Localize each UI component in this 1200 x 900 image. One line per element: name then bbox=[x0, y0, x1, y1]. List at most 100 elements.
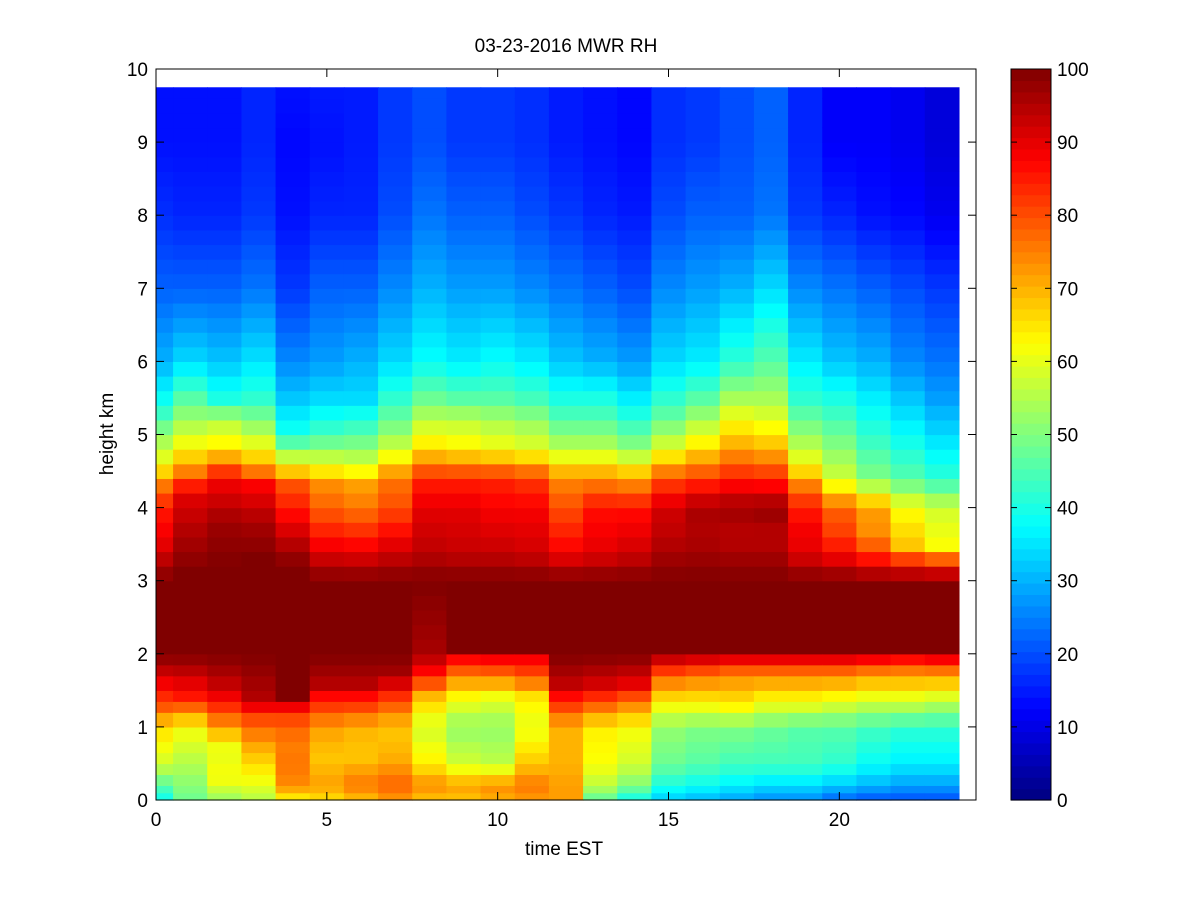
heatmap-cell bbox=[719, 215, 755, 231]
heatmap-cell bbox=[856, 551, 892, 567]
heatmap-cell bbox=[309, 317, 345, 333]
heatmap-cell bbox=[309, 244, 345, 260]
heatmap-cell bbox=[856, 690, 892, 702]
heatmap-cell bbox=[719, 492, 755, 509]
heatmap-cell bbox=[156, 127, 174, 143]
heatmap-cell bbox=[275, 302, 311, 319]
heatmap-cell bbox=[856, 346, 892, 362]
heatmap-cell bbox=[924, 390, 960, 406]
heatmap-cell bbox=[275, 112, 311, 129]
colorbar-segment bbox=[1011, 708, 1051, 721]
heatmap-cell bbox=[480, 752, 516, 765]
heatmap-cell bbox=[173, 478, 208, 494]
heatmap-cell bbox=[309, 449, 345, 465]
heatmap-cell bbox=[583, 142, 618, 158]
heatmap-cell bbox=[856, 741, 892, 754]
heatmap-cell bbox=[241, 419, 277, 436]
heatmap-cell bbox=[207, 229, 243, 246]
heatmap-cell bbox=[890, 664, 926, 677]
heatmap-cell bbox=[207, 664, 243, 677]
heatmap-cell bbox=[480, 361, 516, 377]
heatmap-cell bbox=[514, 595, 550, 611]
heatmap-cell bbox=[583, 434, 618, 450]
heatmap-cell bbox=[514, 675, 550, 691]
colorbar-segment bbox=[1011, 263, 1051, 276]
heatmap-cell bbox=[753, 200, 789, 216]
heatmap-cell bbox=[241, 273, 277, 289]
heatmap-cell bbox=[156, 142, 174, 158]
heatmap-cell bbox=[207, 405, 243, 421]
heatmap-cell bbox=[412, 551, 448, 567]
heatmap-cell bbox=[514, 87, 550, 99]
heatmap-cell bbox=[309, 302, 345, 319]
heatmap-cell bbox=[788, 390, 823, 406]
heatmap-cell bbox=[617, 522, 653, 538]
heatmap-cell bbox=[890, 244, 926, 260]
heatmap-cell bbox=[719, 675, 755, 691]
heatmap-cell bbox=[753, 653, 789, 666]
heatmap-cell bbox=[890, 741, 926, 754]
heatmap-cell bbox=[583, 536, 618, 553]
heatmap-cell bbox=[514, 492, 550, 509]
heatmap-cell bbox=[719, 419, 755, 436]
heatmap-cell bbox=[156, 463, 174, 479]
heatmap-cell bbox=[856, 288, 892, 304]
heatmap-cell bbox=[241, 664, 277, 677]
heatmap-cell bbox=[924, 752, 960, 765]
heatmap-cell bbox=[207, 390, 243, 406]
heatmap-cell bbox=[890, 774, 926, 786]
heatmap-cell bbox=[617, 774, 653, 786]
colorbar-segment bbox=[1011, 354, 1051, 367]
heatmap-cell bbox=[719, 478, 755, 494]
heatmap-cell bbox=[241, 763, 277, 776]
heatmap-cell bbox=[924, 690, 960, 702]
heatmap-cell bbox=[514, 536, 550, 553]
heatmap-cell bbox=[173, 346, 208, 362]
heatmap-cell bbox=[719, 690, 755, 702]
heatmap-cell bbox=[446, 551, 482, 567]
heatmap-cell bbox=[753, 142, 789, 158]
heatmap-cell bbox=[685, 726, 721, 743]
heatmap-cell bbox=[651, 463, 687, 479]
heatmap-cell bbox=[719, 536, 755, 553]
heatmap-cell bbox=[156, 478, 174, 494]
heatmap-cell bbox=[207, 361, 243, 377]
heatmap-cell bbox=[822, 346, 858, 362]
heatmap-cell bbox=[856, 752, 892, 765]
y-tick-label: 3 bbox=[137, 572, 148, 593]
heatmap-cell bbox=[788, 434, 823, 450]
heatmap-cell bbox=[822, 434, 858, 450]
heatmap-cell bbox=[173, 376, 208, 392]
heatmap-cell bbox=[788, 701, 823, 713]
heatmap-cell bbox=[378, 87, 413, 99]
heatmap-cell bbox=[173, 112, 208, 129]
colorbar-segment bbox=[1011, 206, 1051, 219]
heatmap-cell bbox=[583, 419, 618, 436]
heatmap-cell bbox=[156, 376, 174, 392]
heatmap-cell bbox=[924, 273, 960, 289]
heatmap-cell bbox=[378, 639, 413, 655]
heatmap-cell bbox=[241, 551, 277, 567]
heatmap-cell bbox=[685, 273, 721, 289]
heatmap-cell bbox=[890, 156, 926, 172]
heatmap-cell bbox=[309, 346, 345, 362]
heatmap-cell bbox=[651, 419, 687, 436]
heatmap-cell bbox=[788, 449, 823, 465]
heatmap-cell bbox=[207, 215, 243, 231]
heatmap-cell bbox=[890, 478, 926, 494]
heatmap-cell bbox=[651, 664, 687, 677]
y-tick-label: 1 bbox=[137, 718, 148, 739]
heatmap-cell bbox=[753, 302, 789, 319]
heatmap-cell bbox=[890, 419, 926, 436]
heatmap-cell bbox=[173, 507, 208, 523]
colorbar-tick-label: 70 bbox=[1057, 279, 1078, 300]
heatmap-cell bbox=[309, 712, 345, 728]
heatmap-cell bbox=[856, 419, 892, 436]
heatmap-cell bbox=[480, 478, 516, 494]
heatmap-cell bbox=[480, 185, 516, 202]
heatmap-cell bbox=[343, 244, 379, 260]
heatmap-cell bbox=[924, 507, 960, 523]
heatmap-cell bbox=[617, 712, 653, 728]
heatmap-cell bbox=[548, 87, 584, 99]
heatmap-cell bbox=[378, 449, 413, 465]
